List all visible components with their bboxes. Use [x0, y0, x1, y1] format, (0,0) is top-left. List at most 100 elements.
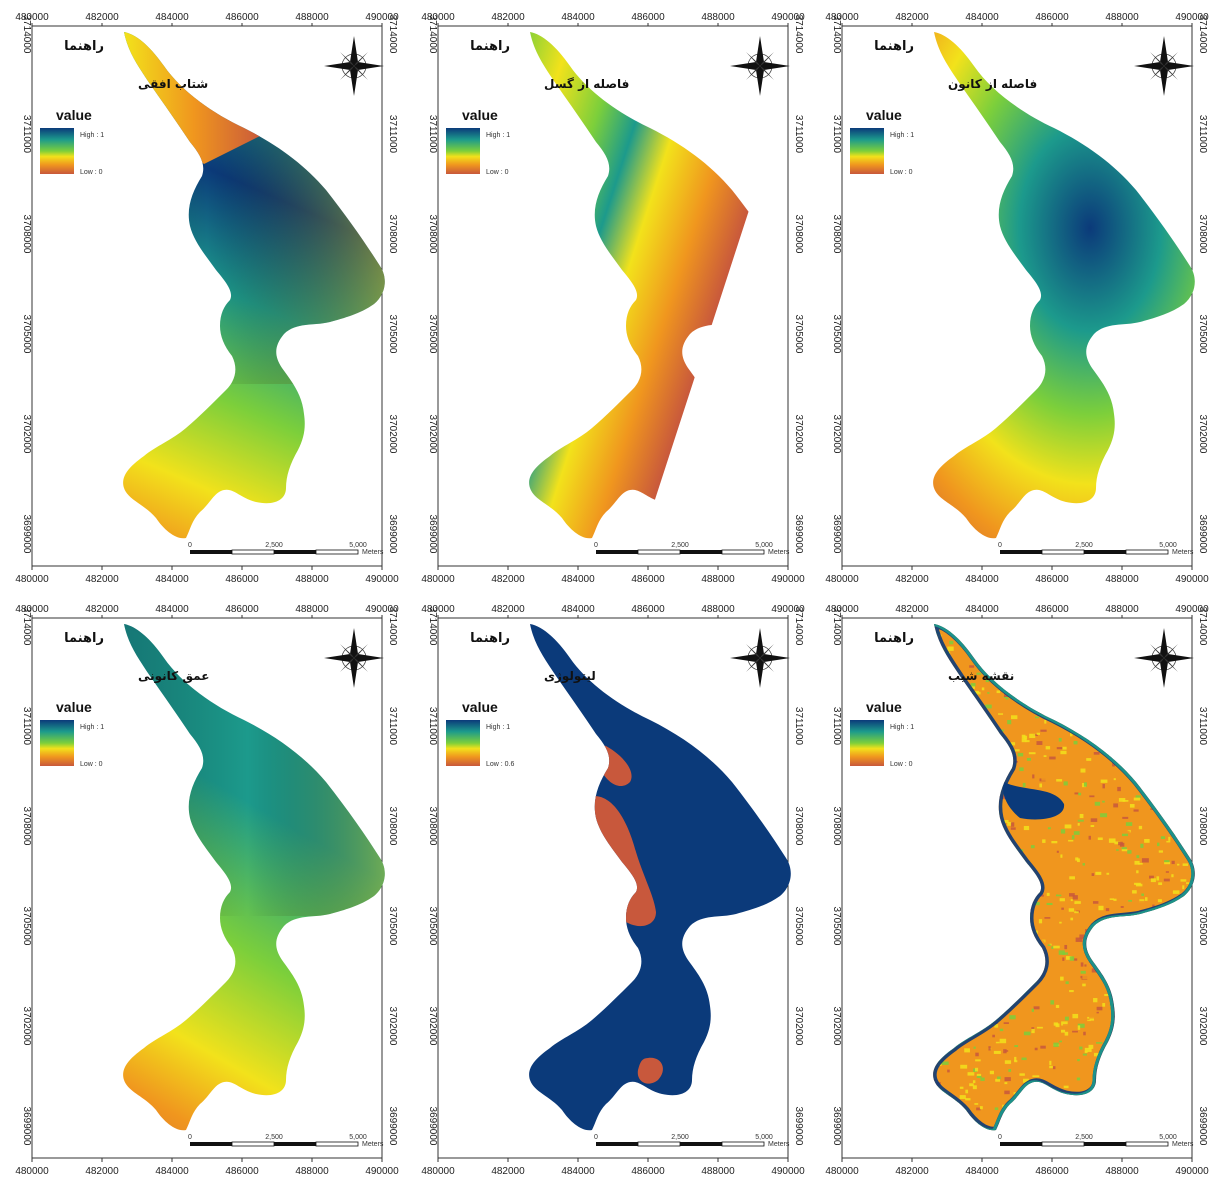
- map-panel: 480000 480000 482000 482000 484000 484000 4860…: [4, 4, 410, 594]
- x-tick-label-bottom: 490000: [365, 1166, 399, 1177]
- legend-high-label: High : 1: [486, 132, 510, 139]
- x-tick-label-top: 482000: [895, 604, 929, 615]
- x-tick-label-bottom: 486000: [225, 1166, 259, 1177]
- legend-high-label: High : 1: [890, 724, 914, 731]
- x-tick-label-bottom: 484000: [965, 1166, 999, 1177]
- legend-heading: راهنما: [874, 631, 914, 646]
- y-tick-label-right: 3714000: [1197, 607, 1208, 646]
- x-tick-label-top: 490000: [365, 604, 399, 615]
- x-tick-label-bottom: 490000: [771, 1166, 805, 1177]
- map-figure: 480000 480000 482000 482000 484000 484000 4860…: [421, 604, 805, 1177]
- y-tick-label-left: 3708000: [831, 807, 842, 846]
- compass-rose-icon: [324, 36, 384, 96]
- y-tick-label-left: 3714000: [831, 607, 842, 646]
- y-tick-label-right: 3711000: [793, 707, 804, 746]
- y-tick-label-left: 3705000: [427, 907, 438, 946]
- x-tick-label-bottom: 490000: [771, 574, 805, 585]
- legend-high-label: High : 1: [80, 724, 104, 731]
- scale-bar-label: 5,000: [349, 1134, 367, 1141]
- x-tick-label-top: 484000: [561, 604, 595, 615]
- legend-heading: راهنما: [64, 39, 104, 54]
- y-tick-label-left: 3711000: [21, 707, 32, 746]
- scale-bar-unit: Meters: [1172, 549, 1194, 556]
- legend-value-label: value: [56, 107, 92, 123]
- map-figure: 480000 480000 482000 482000 484000 484000 4860…: [15, 12, 399, 585]
- y-tick-label-left: 3708000: [427, 807, 438, 846]
- y-tick-label-left: 3699000: [831, 515, 842, 554]
- x-tick-label-bottom: 488000: [1105, 574, 1139, 585]
- map-legend: راهنما لیتولوژی value High : 1 Low : 0.6: [446, 631, 596, 768]
- scale-bar-label: 2,500: [265, 1134, 283, 1141]
- y-tick-label-right: 3699000: [793, 515, 804, 554]
- x-tick-label-bottom: 482000: [491, 574, 525, 585]
- x-tick-label-top: 480000: [421, 604, 455, 615]
- y-tick-label-right: 3699000: [387, 1107, 398, 1146]
- legend-color-ramp: [850, 720, 884, 766]
- y-tick-label-left: 3699000: [21, 1107, 32, 1146]
- scale-bar-label: 0: [998, 1134, 1002, 1141]
- x-tick-label-bottom: 484000: [155, 1166, 189, 1177]
- y-tick-label-right: 3699000: [1197, 515, 1208, 554]
- y-tick-label-left: 3702000: [21, 415, 32, 454]
- y-tick-label-left: 3705000: [21, 907, 32, 946]
- scale-bar-unit: Meters: [768, 549, 790, 556]
- x-tick-label-top: 490000: [771, 604, 805, 615]
- x-tick-label-bottom: 480000: [421, 1166, 455, 1177]
- y-tick-label-left: 3711000: [831, 115, 842, 154]
- legend-color-ramp: [446, 128, 480, 174]
- x-tick-label-bottom: 480000: [15, 1166, 49, 1177]
- compass-rose-icon: [324, 628, 384, 688]
- legend-high-label: High : 1: [80, 132, 104, 139]
- x-tick-label-top: 484000: [155, 604, 189, 615]
- y-tick-label-left: 3714000: [21, 607, 32, 646]
- study-area-raster: [529, 32, 791, 539]
- legend-low-label: Low : 0: [486, 169, 509, 176]
- y-tick-label-left: 3714000: [427, 15, 438, 54]
- y-tick-label-right: 3708000: [1197, 215, 1208, 254]
- y-tick-label-left: 3699000: [21, 515, 32, 554]
- y-tick-label-right: 3711000: [1197, 707, 1208, 746]
- y-tick-label-left: 3699000: [427, 515, 438, 554]
- legend-low-label: Low : 0: [80, 761, 103, 768]
- compass-rose-icon: [730, 628, 790, 688]
- x-tick-label-top: 488000: [701, 12, 735, 23]
- y-tick-label-left: 3702000: [831, 415, 842, 454]
- x-tick-label-top: 482000: [491, 12, 525, 23]
- y-tick-label-left: 3711000: [831, 707, 842, 746]
- legend-layer-name: فاصله از کانون: [948, 77, 1037, 92]
- y-tick-label-left: 3714000: [21, 15, 32, 54]
- legend-layer-name: نقشه شیب: [948, 669, 1014, 683]
- y-tick-label-right: 3708000: [793, 807, 804, 846]
- y-tick-label-left: 3705000: [21, 315, 32, 354]
- x-tick-label-top: 482000: [491, 604, 525, 615]
- y-tick-label-right: 3711000: [387, 115, 398, 154]
- scale-bar-unit: Meters: [362, 1141, 384, 1148]
- y-tick-label-right: 3705000: [1197, 907, 1208, 946]
- x-tick-label-top: 482000: [85, 604, 119, 615]
- scale-bar-label: 0: [188, 1134, 192, 1141]
- map-panel: 480000 480000 482000 482000 484000 484000 4860…: [814, 596, 1220, 1186]
- y-tick-label-left: 3702000: [831, 1007, 842, 1046]
- x-tick-label-bottom: 486000: [225, 574, 259, 585]
- legend-value-label: value: [866, 107, 902, 123]
- legend-high-label: High : 1: [486, 724, 510, 731]
- y-tick-label-right: 3711000: [387, 707, 398, 746]
- map-legend: راهنما نقشه شیب value High : 1 Low : 0: [850, 631, 1014, 768]
- legend-heading: راهنما: [874, 39, 914, 54]
- scale-bar-label: 5,000: [755, 542, 773, 549]
- scale-bar-label: 5,000: [1159, 542, 1177, 549]
- y-tick-label-left: 3699000: [831, 1107, 842, 1146]
- y-tick-label-left: 3702000: [21, 1007, 32, 1046]
- x-tick-label-top: 488000: [1105, 604, 1139, 615]
- y-tick-label-left: 3708000: [21, 215, 32, 254]
- x-tick-label-top: 490000: [365, 12, 399, 23]
- x-tick-label-bottom: 482000: [895, 574, 929, 585]
- x-tick-label-bottom: 482000: [85, 574, 119, 585]
- x-tick-label-bottom: 488000: [1105, 1166, 1139, 1177]
- legend-heading: راهنما: [470, 631, 510, 646]
- y-tick-label-right: 3699000: [793, 1107, 804, 1146]
- y-tick-label-right: 3702000: [387, 1007, 398, 1046]
- x-tick-label-bottom: 484000: [561, 574, 595, 585]
- scale-bar-label: 2,500: [671, 1134, 689, 1141]
